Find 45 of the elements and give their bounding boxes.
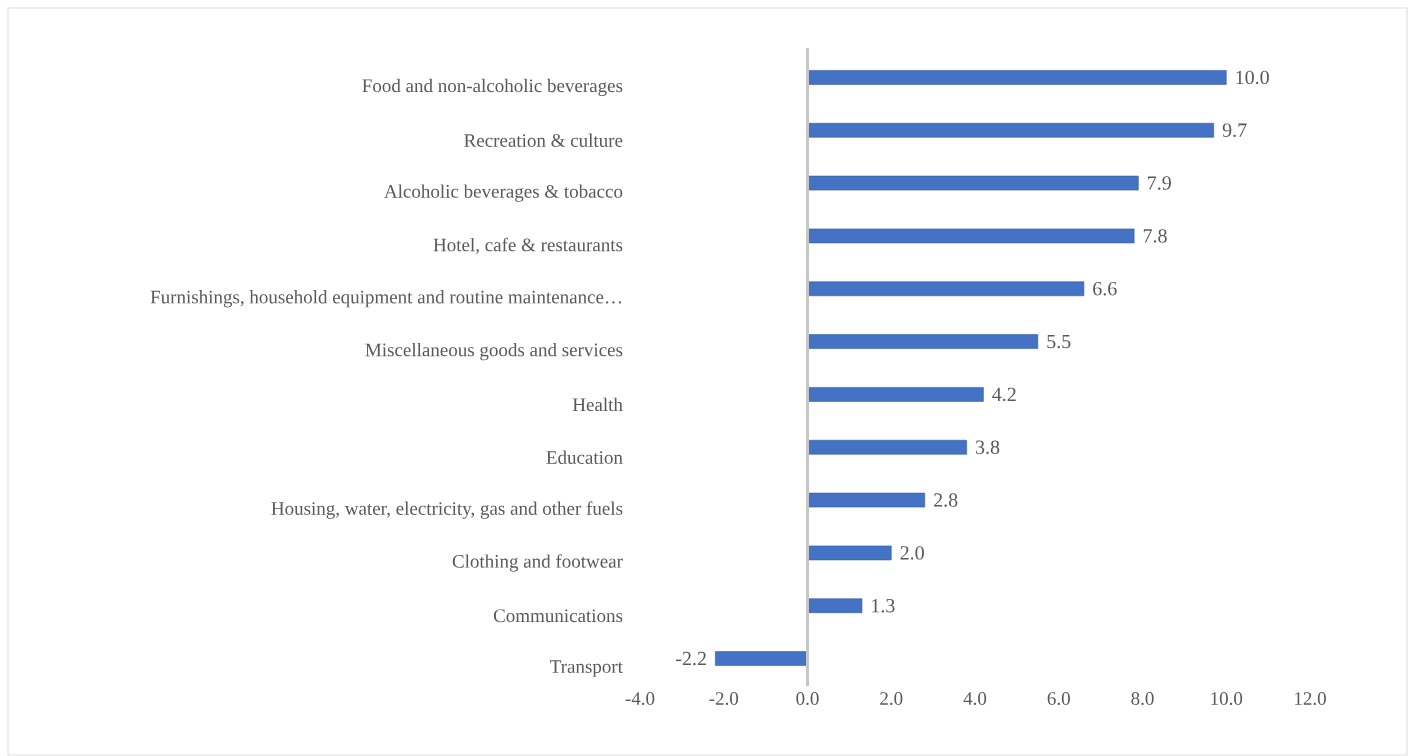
bar (807, 387, 984, 402)
y-tick-label: Miscellaneous goods and services (365, 342, 623, 361)
data-label: 5.5 (1047, 334, 1071, 349)
x-tick-label: 2.0 (880, 692, 903, 705)
y-tick-label: Alcoholic beverages & tobacco (384, 184, 623, 202)
data-label: 1.3 (872, 599, 895, 613)
x-tick-label: 10.0 (1211, 692, 1243, 705)
bar (807, 175, 1139, 191)
x-tick-label: 12.0 (1295, 692, 1326, 705)
data-label: 10.0 (1236, 70, 1269, 85)
bar (807, 598, 863, 614)
y-tick-label: Transport (550, 660, 623, 677)
bar (807, 492, 926, 508)
data-label: 4.2 (992, 387, 1016, 402)
bar (807, 334, 1039, 349)
x-tick-label: -4.0 (625, 692, 655, 705)
data-label: 6.6 (1093, 282, 1117, 296)
bar (807, 439, 967, 455)
data-label: 7.9 (1148, 176, 1171, 190)
data-label: 2.0 (900, 546, 924, 560)
y-tick-label: Furnishings, household equipment and routine maintenance… (150, 290, 621, 308)
bar (807, 122, 1214, 138)
data-label: 9.7 (1222, 123, 1247, 138)
data-label: 7.8 (1143, 229, 1167, 243)
data-label: 2.8 (934, 493, 958, 507)
bar (807, 70, 1227, 85)
data-label: -2.2 (676, 651, 706, 666)
y-tick-label: Health (572, 397, 623, 412)
x-tick-label: -2.0 (709, 692, 739, 705)
y-tick-label: Food and non-alcoholic beverages (362, 78, 623, 97)
y-tick-label: Housing, water, electricity, gas and other fuels (271, 501, 623, 519)
bar (807, 281, 1085, 297)
data-label: 3.8 (976, 440, 1000, 455)
bar (807, 545, 892, 561)
bar (715, 651, 808, 666)
x-tick-label: 4.0 (963, 692, 987, 705)
x-tick-label: 0.0 (796, 692, 819, 705)
y-tick-label: Communications (493, 609, 623, 623)
y-tick-label: Clothing and footwear (452, 554, 623, 572)
y-tick-label: Education (546, 450, 623, 464)
x-tick-label: 6.0 (1047, 692, 1070, 705)
bar (807, 228, 1135, 244)
x-tick-label: 8.0 (1131, 692, 1154, 705)
y-tick-label: Recreation & culture (464, 133, 623, 147)
y-tick-label: Hotel, cafe & restaurants (433, 237, 623, 255)
